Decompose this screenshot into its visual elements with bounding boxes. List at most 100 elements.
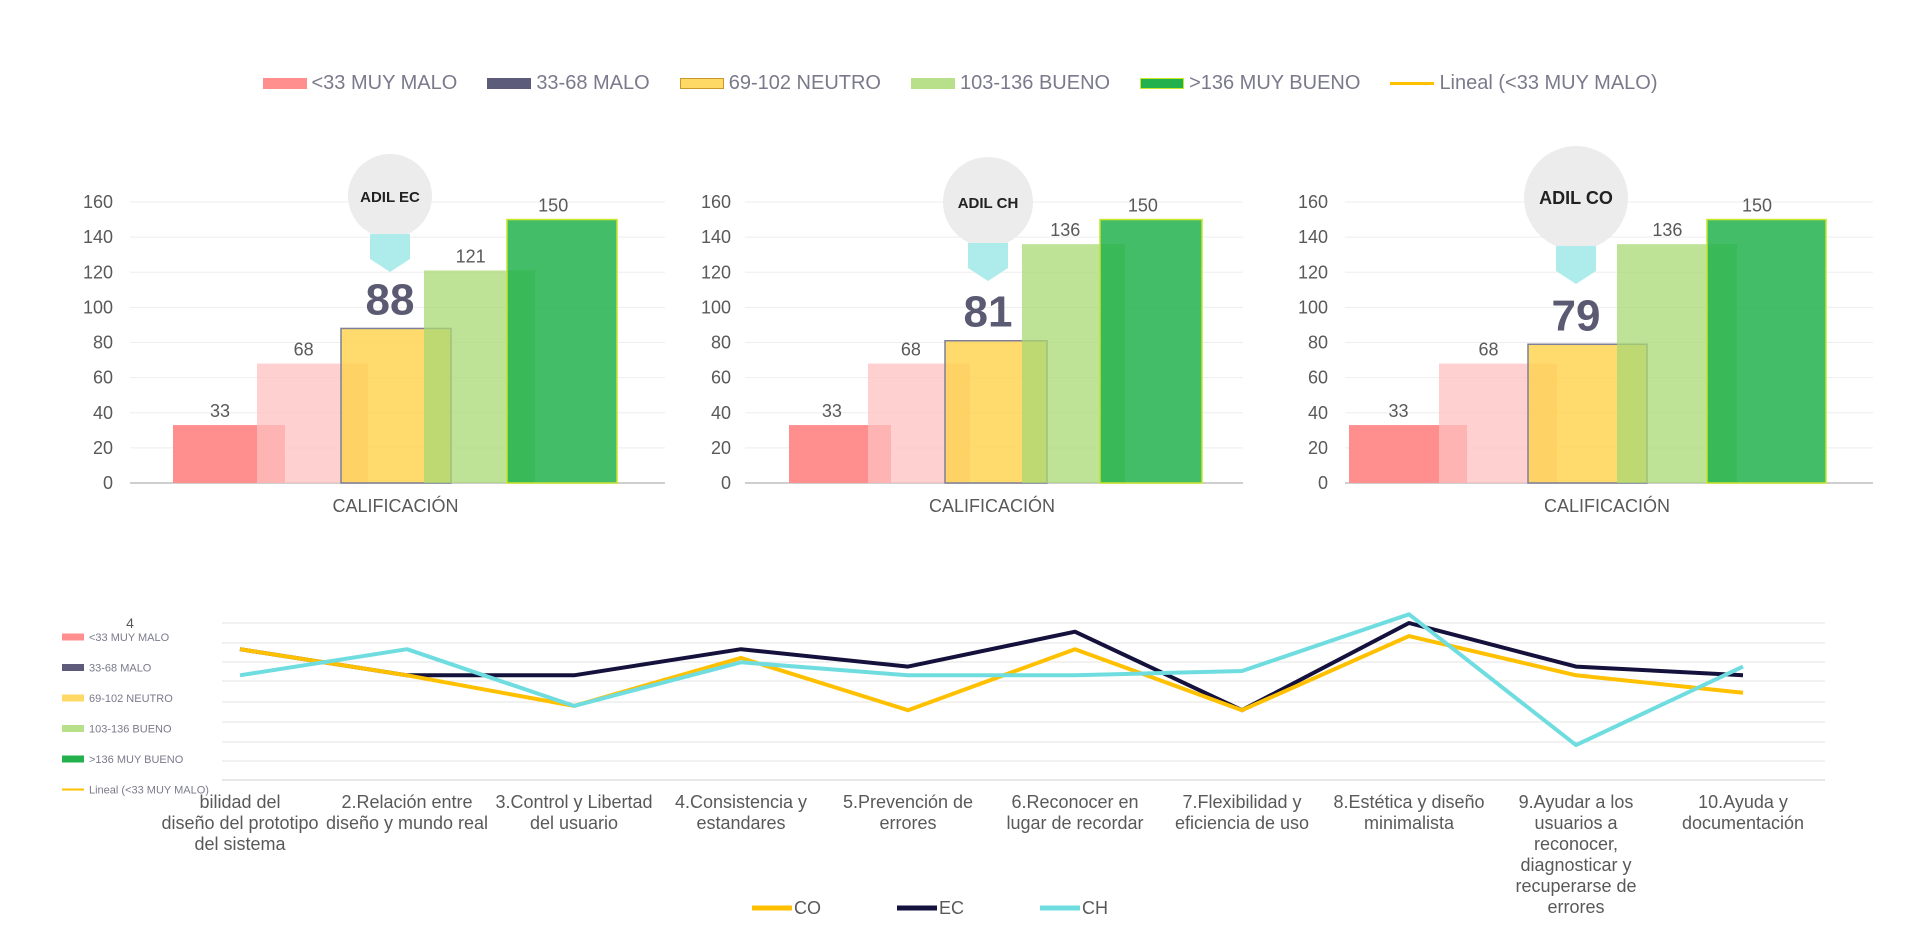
x-category-label: diagnosticar y bbox=[1520, 855, 1631, 875]
x-category-label: 10.Ayuda y bbox=[1698, 792, 1788, 812]
overlay-legend-label: >136 MUY BUENO bbox=[89, 754, 184, 766]
legend-item: Lineal (<33 MUY MALO) bbox=[1390, 71, 1658, 95]
y-tick-label: 60 bbox=[1308, 368, 1328, 388]
x-category-label: 6.Reconocer en bbox=[1011, 792, 1138, 812]
bar-chart-2: 0 20 40 60 80 100 120 140 160 33 68 136 150 CALIFICAC… bbox=[701, 157, 1243, 516]
x-category-label: 4.Consistencia y bbox=[675, 792, 807, 812]
legend-swatch bbox=[262, 77, 307, 89]
x-category-label: 9.Ayudar a los bbox=[1519, 792, 1634, 812]
overlay-legend-swatch bbox=[62, 755, 84, 763]
series-legend-label: CH bbox=[1082, 898, 1108, 918]
legend-swatch bbox=[487, 77, 532, 89]
legend-label: 33-68 MALO bbox=[536, 71, 650, 94]
data-label: 150 bbox=[1128, 196, 1158, 216]
legend-item: 33-68 MALO bbox=[487, 71, 650, 95]
y-tick-label: 160 bbox=[83, 192, 113, 212]
y-tick-label: 120 bbox=[83, 262, 113, 282]
series-legend-label: EC bbox=[939, 898, 964, 918]
legend-label: 103-136 BUENO bbox=[959, 71, 1111, 94]
data-label: 68 bbox=[294, 340, 314, 360]
bar-chart-1: 0 20 40 60 80 100 120 140 160 33 68 121 150 CALIFICAC… bbox=[83, 154, 665, 516]
x-category-label: bilidad del bbox=[199, 792, 280, 812]
data-label: 136 bbox=[1050, 220, 1080, 240]
y-tick-label: 160 bbox=[1298, 192, 1328, 212]
bar bbox=[506, 218, 618, 484]
series-line-ec bbox=[239, 621, 1744, 713]
y-tick-label: 80 bbox=[93, 333, 113, 353]
legend-label: Lineal (<33 MUY MALO) bbox=[1439, 71, 1658, 94]
overlay-legend-label: Lineal (<33 MUY MALO) bbox=[89, 785, 209, 797]
score-label: 79 bbox=[1552, 291, 1601, 340]
x-axis-label: CALIFICACIÓN bbox=[929, 495, 1055, 516]
data-label: 150 bbox=[538, 196, 568, 216]
score-label: 81 bbox=[964, 288, 1013, 337]
data-label: 33 bbox=[1389, 401, 1409, 421]
badge-arrow bbox=[370, 234, 410, 272]
y-tick-label: 100 bbox=[83, 297, 113, 317]
legend-backdrop bbox=[55, 628, 215, 798]
data-label: 33 bbox=[210, 401, 230, 421]
data-label: 33 bbox=[822, 401, 842, 421]
x-category-label: usuarios a bbox=[1534, 813, 1618, 833]
y-tick-label: 140 bbox=[1298, 227, 1328, 247]
x-category-label: 3.Control y Libertad bbox=[495, 792, 652, 812]
overlay-legend-label: 103-136 BUENO bbox=[89, 724, 172, 736]
badge-arrow bbox=[968, 243, 1008, 281]
x-category-label: del sistema bbox=[194, 834, 286, 854]
badge-arrow bbox=[1556, 246, 1596, 284]
bar bbox=[1099, 218, 1203, 484]
y-tick-label: 40 bbox=[1308, 403, 1328, 423]
bar-chart-3: 0 20 40 60 80 100 120 140 160 33 68 136 150 CALIFICAC… bbox=[1298, 146, 1873, 516]
legend-swatch bbox=[679, 77, 724, 89]
legend-swatch bbox=[1140, 77, 1185, 89]
x-category-label: minimalista bbox=[1364, 813, 1455, 833]
badge-circle bbox=[348, 154, 432, 238]
y-tick-label: 120 bbox=[1298, 262, 1328, 282]
legend-label: 69-102 NEUTRO bbox=[728, 71, 881, 94]
y-tick-label: 160 bbox=[701, 192, 731, 212]
bar bbox=[1706, 218, 1827, 484]
y-tick-label: 0 bbox=[721, 473, 731, 493]
y-tick-label: 80 bbox=[711, 333, 731, 353]
y-tick-label: 60 bbox=[93, 368, 113, 388]
y-tick-label: 40 bbox=[711, 403, 731, 423]
y-tick-label: 20 bbox=[1308, 438, 1328, 458]
y-tick-label: 20 bbox=[711, 438, 731, 458]
overlay-legend-label: <33 MUY MALO bbox=[89, 632, 170, 644]
score-label: 88 bbox=[366, 275, 415, 324]
y-tick-label: 60 bbox=[711, 368, 731, 388]
x-axis-label: CALIFICACIÓN bbox=[1544, 495, 1670, 516]
y-tick-label: 40 bbox=[93, 403, 113, 423]
x-category-label: lugar de recordar bbox=[1006, 813, 1143, 833]
series-line-ch bbox=[239, 612, 1744, 748]
x-category-label: recuperarse de bbox=[1515, 876, 1636, 896]
data-label: 150 bbox=[1742, 196, 1772, 216]
y-tick-label: 100 bbox=[701, 297, 731, 317]
badge-label: ADIL CH bbox=[958, 195, 1019, 212]
y-tick-label: 100 bbox=[1298, 297, 1328, 317]
overlay-legend-swatch bbox=[62, 725, 84, 732]
legend-item: <33 MUY MALO bbox=[262, 72, 457, 95]
legend-label: >136 MUY BUENO bbox=[1189, 71, 1361, 94]
y-tick-label: 140 bbox=[83, 227, 113, 247]
data-label: 68 bbox=[901, 340, 921, 360]
overlay-legend-label: 33-68 MALO bbox=[89, 663, 152, 675]
overlay-legend-swatch bbox=[62, 633, 84, 641]
x-category-label: 5.Prevención de bbox=[843, 792, 973, 812]
legend-swatch bbox=[910, 77, 955, 89]
data-label: 136 bbox=[1652, 220, 1682, 240]
series-legend-label: CO bbox=[794, 898, 821, 918]
y-tick-label: 0 bbox=[103, 473, 113, 493]
overlay-legend-label: 69-102 NEUTRO bbox=[89, 693, 173, 705]
x-category-label: 7.Flexibilidad y bbox=[1182, 792, 1301, 812]
badge-label: ADIL EC bbox=[360, 189, 420, 206]
y-tick-label: 0 bbox=[1318, 473, 1328, 493]
badge-circle bbox=[1524, 146, 1628, 250]
y-tick-label: 120 bbox=[701, 262, 731, 282]
y-tick-label: 20 bbox=[93, 438, 113, 458]
x-category-label: estandares bbox=[696, 813, 785, 833]
overlay-legend-swatch bbox=[62, 664, 84, 671]
data-label: 68 bbox=[1479, 340, 1499, 360]
